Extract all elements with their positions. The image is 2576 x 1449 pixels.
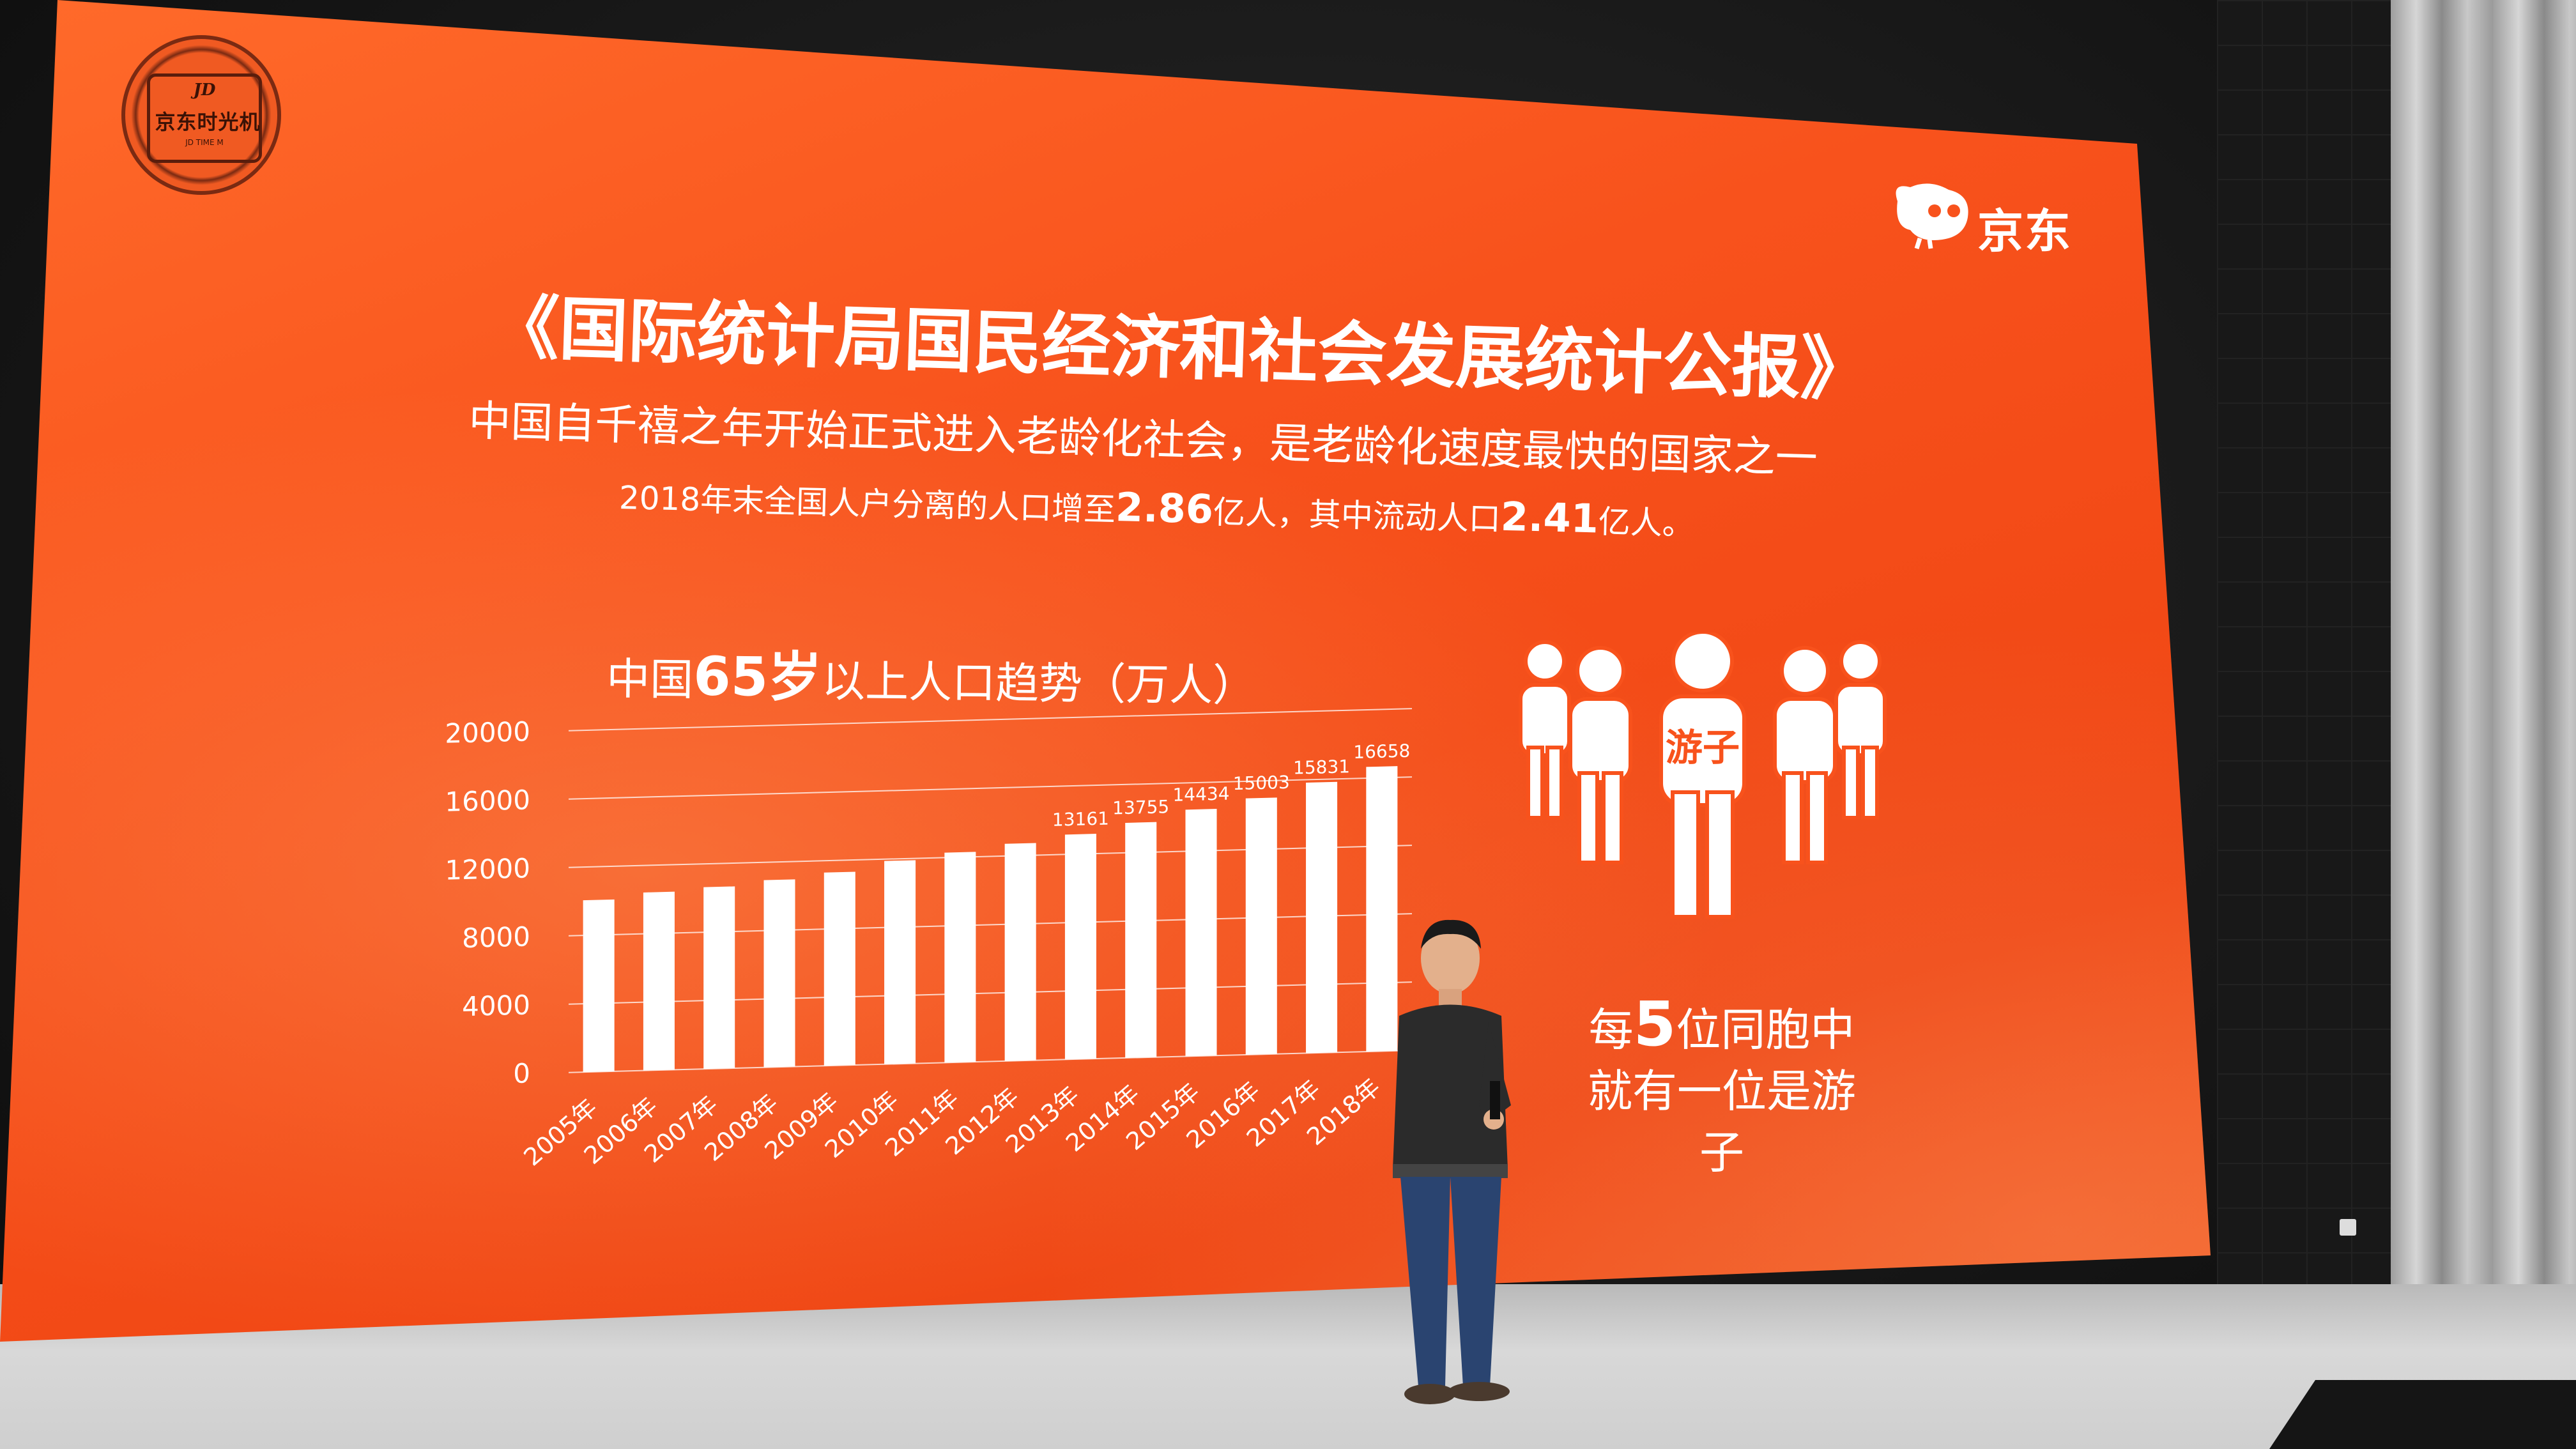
bar [1366,766,1398,1052]
jd-logo-text: 京东 [1977,204,2073,258]
person-left-icon [1568,646,1632,864]
data-label: 13161 [1052,808,1109,831]
jd-logo: 京东 [1885,176,2096,258]
gridline [569,1050,1412,1073]
data-label: 13755 [1112,796,1169,818]
callout-prefix: 每 [1588,1004,1634,1056]
y-tick-label: 16000 [445,784,530,817]
data-label: 16658 [1353,740,1410,763]
data-label: 15831 [1293,756,1350,778]
wanderer-callout: 每5位同胞中 就有一位是游子 [1572,993,1872,1183]
bar [763,879,795,1068]
jd-dog-icon [1896,183,1968,249]
bar [1306,781,1338,1054]
callout-line-1: 每5位同胞中 [1572,993,1872,1061]
population-bar-chart: 0400080001200016000200002005年2006年2007年2… [445,708,1412,1172]
y-tick-label: 0 [513,1057,530,1089]
chart-title-prefix: 中国 [606,654,694,706]
bar [944,852,976,1063]
stat-value-floating: 2.41 [1500,493,1599,542]
data-label: 14434 [1172,783,1229,806]
jd-time-machine-badge: JD 京东时光机 JD TIME M [121,35,281,195]
bar [1185,809,1217,1057]
y-tick-label: 4000 [462,989,530,1022]
stage-curtain [2391,0,2576,1329]
gridline [569,708,1412,732]
y-tick-label: 20000 [445,716,530,749]
person-far-right-icon [1834,640,1887,820]
bar [643,891,675,1071]
gridline [569,776,1412,800]
y-tick-label: 8000 [462,921,530,954]
bar [884,860,916,1064]
badge-main-text: 京东时光机 [155,110,261,134]
people-group-icon: 游子 [1519,632,1887,919]
callout-number: 5 [1633,988,1676,1060]
stat-value-households: 2.86 [1115,483,1214,533]
bar [1245,797,1277,1055]
person-right-icon [1773,646,1837,864]
gridline [569,981,1412,1005]
y-tick-label: 12000 [445,852,530,885]
person-center-icon [1659,632,1746,919]
gridline [569,913,1412,937]
stage-step [2269,1380,2576,1449]
acoustic-wall-panel [2217,0,2409,1329]
wall-outlet [2340,1219,2356,1236]
badge-bottom-text: JD TIME M [185,138,224,147]
bar [1064,834,1096,1060]
callout-suffix: 位同胞中 [1676,1004,1855,1056]
data-label: 15003 [1233,772,1290,794]
bar [583,899,615,1073]
person-center-label: 游子 [1666,726,1740,769]
badge-frame: JD 京东时光机 JD TIME M [147,73,262,163]
bar [824,871,855,1066]
badge-top-text: JD [193,80,216,100]
bar [1004,843,1036,1061]
gridline [569,845,1412,868]
person-far-left-icon [1519,640,1571,820]
bar [703,886,735,1070]
bar [1125,822,1157,1058]
stat-text-3: 亿人。 [1598,503,1695,543]
presenter [1393,919,1511,1404]
chart-title-highlight: 65岁 [693,645,822,709]
callout-line-2: 就有一位是游子 [1588,1065,1856,1179]
stat-text-2: 亿人，其中流动人口 [1213,493,1501,538]
